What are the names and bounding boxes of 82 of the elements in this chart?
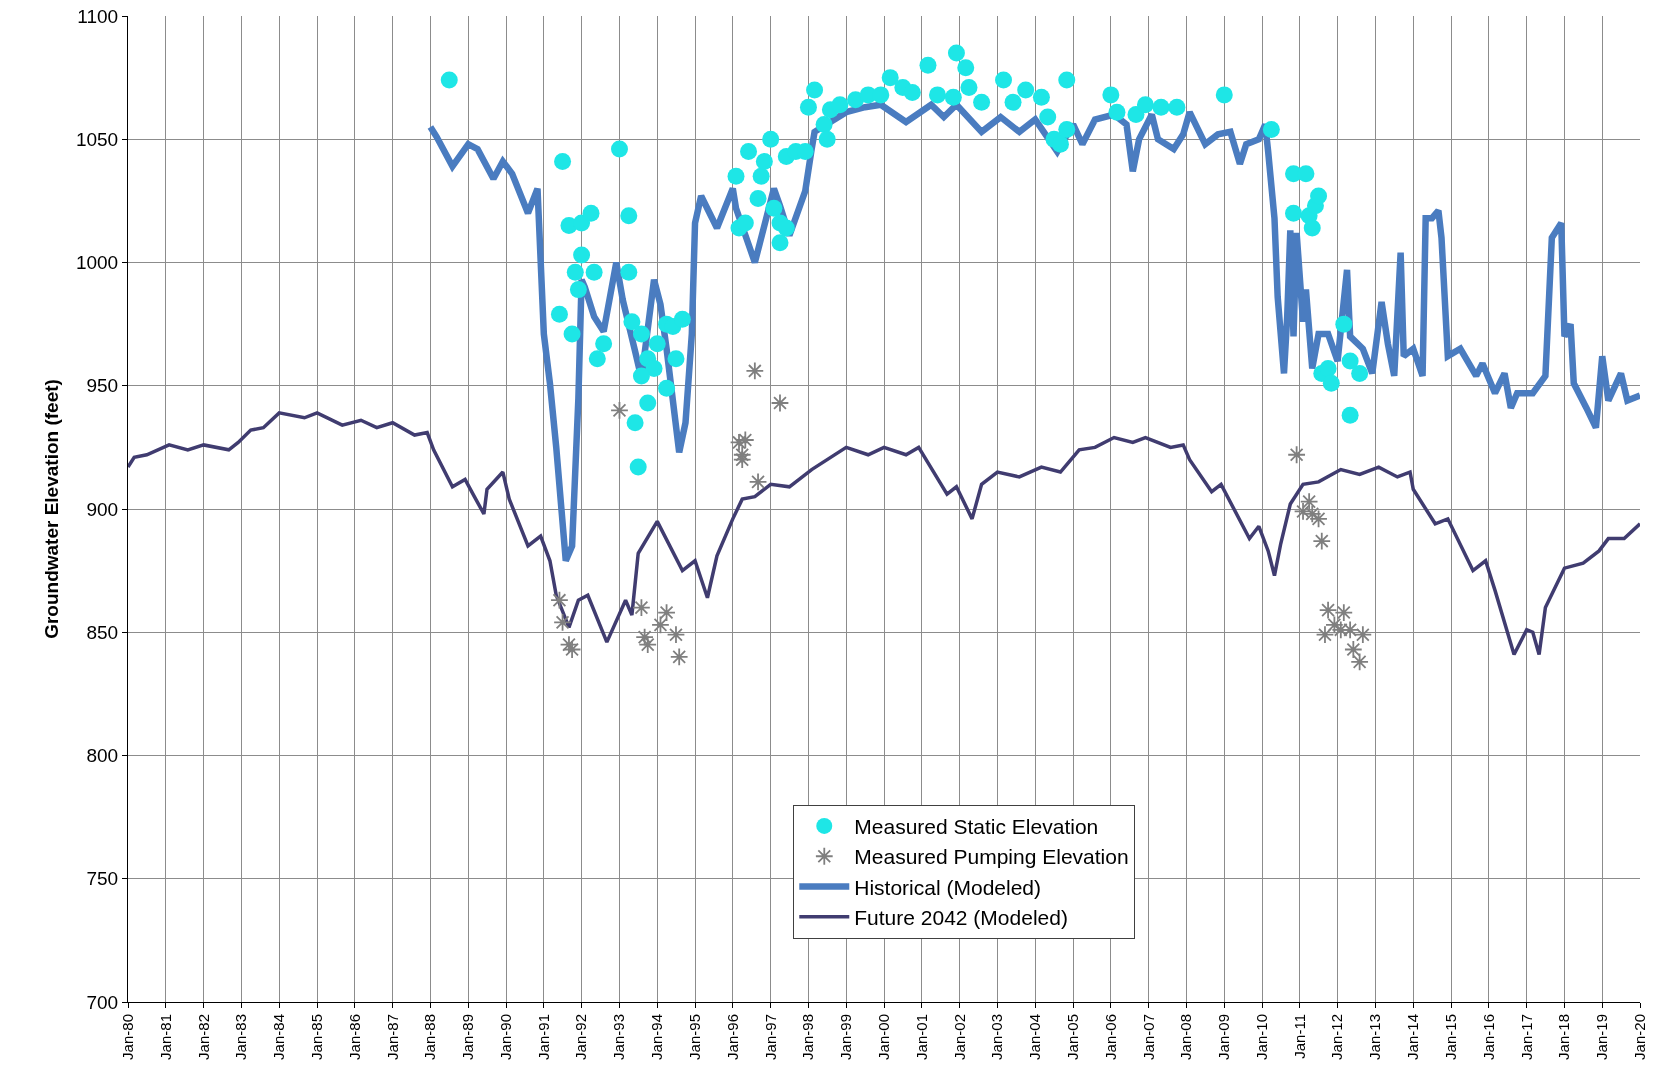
point	[729, 433, 749, 452]
x-tick-label: Jan-97	[761, 1014, 779, 1060]
point	[736, 430, 755, 450]
legend-label: Measured Static Elevation	[854, 815, 1099, 839]
point	[1312, 531, 1332, 551]
x-tick-label: Jan-00	[874, 1014, 892, 1060]
x-tick-label: Jan-90	[496, 1014, 514, 1060]
x-tick-label: Jan-18	[1555, 1014, 1573, 1060]
x-tick-label: Jan-85	[307, 1014, 325, 1060]
point	[732, 450, 752, 469]
y-tick-label: 750	[86, 868, 119, 890]
x-tick-label: Jan-20	[1630, 1014, 1648, 1060]
y-tick-label: 800	[86, 745, 119, 767]
x-tick-label: Jan-87	[383, 1014, 401, 1060]
point	[1353, 625, 1373, 645]
point	[745, 361, 765, 381]
x-tick-label: Jan-80	[118, 1014, 136, 1060]
y-tick-label: 850	[86, 621, 119, 643]
y-tick-label: 700	[86, 991, 119, 1013]
y-tick-label: 950	[86, 375, 119, 397]
legend-label: Future 2042 (Modeled)	[854, 906, 1068, 930]
point	[1344, 640, 1363, 659]
x-tick-label: Jan-93	[610, 1014, 628, 1060]
x-tick-label: Jan-04	[1026, 1014, 1044, 1060]
y-tick-label: 1000	[75, 252, 119, 274]
point	[632, 598, 651, 617]
legend-label: Historical (Modeled)	[854, 875, 1042, 899]
x-tick-label: Jan-14	[1404, 1014, 1422, 1060]
point	[748, 472, 768, 492]
x-tick-label: Jan-11	[1290, 1014, 1308, 1059]
x-tick-label: Jan-82	[194, 1014, 212, 1060]
x-tick-label: Jan-06	[1101, 1014, 1119, 1060]
point	[610, 401, 629, 420]
y-tick-label: 1100	[77, 5, 119, 27]
x-tick-label: Jan-86	[345, 1014, 363, 1060]
y-tick-label: 900	[86, 498, 119, 520]
x-tick-label: Jan-13	[1366, 1014, 1384, 1060]
point	[553, 613, 572, 632]
x-tick-label: Jan-98	[799, 1014, 817, 1060]
x-tick-label: Jan-07	[1139, 1014, 1157, 1060]
point	[1315, 625, 1335, 645]
x-tick-label: Jan-12	[1328, 1014, 1346, 1060]
point	[1350, 652, 1369, 672]
x-tick-label: Jan-95	[685, 1014, 703, 1060]
x-tick-label: Jan-19	[1593, 1014, 1611, 1060]
x-tick-label: Jan-83	[232, 1014, 250, 1060]
x-tick-label: Jan-09	[1215, 1014, 1233, 1060]
point	[550, 590, 569, 610]
x-tick-label: Jan-05	[1063, 1014, 1081, 1060]
x-tick-label: Jan-02	[950, 1014, 968, 1060]
x-tick-label: Jan-03	[988, 1014, 1006, 1060]
x-tick-label: Jan-91	[534, 1014, 552, 1060]
point	[1340, 620, 1360, 640]
point	[669, 647, 689, 667]
x-tick-label: Jan-92	[572, 1014, 590, 1060]
y-axis-title: Groundwater Elevation (feet)	[40, 379, 62, 639]
point	[657, 603, 676, 622]
point	[1334, 603, 1354, 622]
x-tick-label: Jan-16	[1479, 1014, 1497, 1060]
point	[1318, 600, 1338, 620]
y-tick-label: 1050	[75, 128, 119, 150]
point	[666, 625, 686, 645]
x-tick-label: Jan-94	[648, 1014, 666, 1060]
line-series	[128, 411, 1640, 657]
point	[638, 635, 658, 654]
x-tick-label: Jan-15	[1441, 1014, 1459, 1060]
point	[1287, 445, 1306, 465]
legend-label: Measured Pumping Elevation	[854, 845, 1129, 869]
point	[635, 627, 654, 647]
x-tick-label: Jan-01	[912, 1014, 930, 1060]
x-tick-label: Jan-84	[270, 1014, 288, 1060]
x-tick-label: Jan-89	[459, 1014, 477, 1060]
point	[770, 393, 790, 413]
x-tick-label: Jan-10	[1252, 1014, 1270, 1060]
x-tick-label: Jan-96	[723, 1014, 741, 1060]
x-tick-label: Jan-99	[837, 1014, 855, 1060]
x-tick-label: Jan-88	[421, 1014, 439, 1060]
point	[651, 615, 670, 635]
point	[1299, 492, 1319, 511]
x-tick-label: Jan-17	[1517, 1014, 1535, 1060]
x-tick-label: Jan-81	[156, 1014, 174, 1060]
x-tick-label: Jan-08	[1177, 1014, 1195, 1060]
